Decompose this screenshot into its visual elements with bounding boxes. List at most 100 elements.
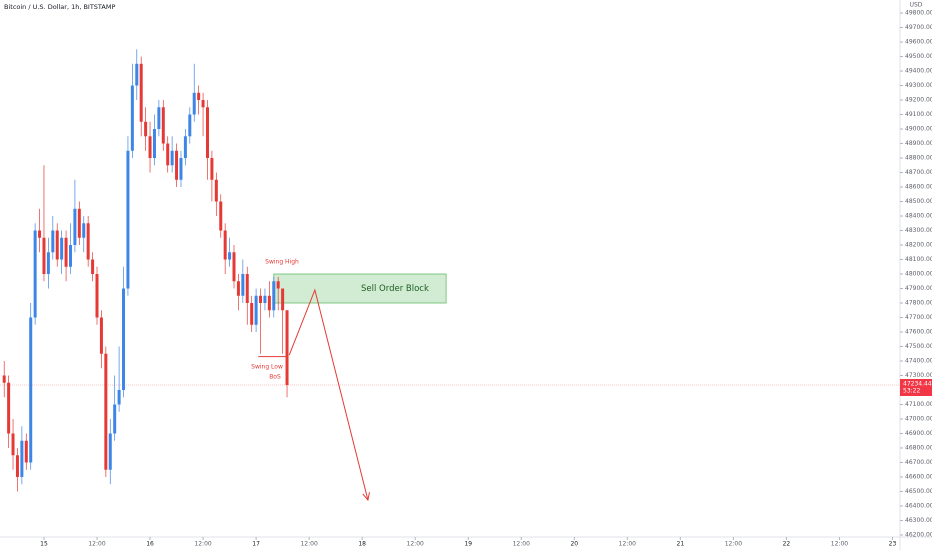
x-tick-label: 12:00 bbox=[619, 541, 636, 548]
order-block bbox=[273, 273, 447, 304]
y-tick-label: 49500.00 bbox=[905, 53, 932, 60]
x-tick-label: 20 bbox=[570, 541, 578, 548]
candle-body bbox=[214, 179, 218, 202]
swing-high-label: Swing High bbox=[265, 259, 299, 266]
y-tick-label: 48700.00 bbox=[905, 169, 932, 176]
candle-body bbox=[144, 121, 148, 137]
x-tick-label: 12:00 bbox=[725, 541, 742, 548]
chart-title: Bitcoin / U.S. Dollar, 1h, BITSTAMP bbox=[4, 3, 115, 11]
y-tick-label: 49000.00 bbox=[905, 126, 932, 133]
candle-body bbox=[170, 150, 174, 166]
candle-body bbox=[82, 223, 86, 238]
y-tick-label: 47500.00 bbox=[905, 343, 932, 350]
y-tick-label: 46800.00 bbox=[905, 444, 932, 451]
x-tick-label: 12:00 bbox=[88, 541, 105, 548]
y-tick-label: 46600.00 bbox=[905, 473, 932, 480]
candle-body bbox=[73, 208, 77, 246]
y-tick-label: 49300.00 bbox=[905, 82, 932, 89]
candle-body bbox=[68, 245, 72, 267]
candle-body bbox=[263, 295, 267, 304]
candle-body bbox=[42, 237, 46, 275]
x-tick-label: 21 bbox=[677, 541, 685, 548]
candle-body bbox=[91, 259, 95, 275]
x-tick-label: 17 bbox=[252, 541, 260, 548]
candle-body bbox=[175, 150, 179, 180]
candle-body bbox=[245, 274, 249, 304]
candle-body bbox=[183, 136, 187, 159]
bos-label: BoS bbox=[269, 374, 281, 381]
last-price-box bbox=[900, 378, 932, 396]
candle-body bbox=[20, 440, 24, 477]
candle-body bbox=[95, 274, 99, 318]
y-tick-label: 46400.00 bbox=[905, 502, 932, 509]
candle-body bbox=[55, 230, 59, 260]
candle-body bbox=[250, 303, 254, 325]
y-tick-label: 48600.00 bbox=[905, 184, 932, 191]
y-tick-label: 48100.00 bbox=[905, 256, 932, 263]
candle-body bbox=[161, 107, 165, 144]
y-tick-label: 47100.00 bbox=[905, 401, 932, 408]
candle-body bbox=[236, 281, 240, 296]
x-tick-label: 12:00 bbox=[300, 541, 317, 548]
candle-body bbox=[166, 143, 170, 166]
y-tick-label: 49700.00 bbox=[905, 24, 932, 31]
swing-low-label: Swing Low bbox=[251, 364, 283, 371]
candle-body bbox=[201, 100, 205, 108]
candle-body bbox=[122, 288, 126, 390]
y-tick-label: 47800.00 bbox=[905, 300, 932, 307]
currency: USD bbox=[910, 2, 923, 9]
candle-body bbox=[192, 92, 196, 115]
candle-body bbox=[46, 252, 50, 275]
candle-body bbox=[29, 317, 33, 463]
y-tick-label: 49100.00 bbox=[905, 111, 932, 118]
x-tick-label: 15 bbox=[40, 541, 48, 548]
candle-body bbox=[24, 440, 28, 463]
candle-body bbox=[126, 150, 130, 289]
candle-body bbox=[135, 63, 139, 86]
candle-body bbox=[139, 63, 143, 122]
y-tick-label: 49200.00 bbox=[905, 97, 932, 104]
y-tick-label: 46700.00 bbox=[905, 459, 932, 466]
y-tick-label: 48200.00 bbox=[905, 242, 932, 249]
x-tick-label: 22 bbox=[783, 541, 791, 548]
y-tick-label: 49600.00 bbox=[905, 39, 932, 46]
x-tick-label: 12:00 bbox=[407, 541, 424, 548]
candle-body bbox=[197, 92, 201, 101]
candle-body bbox=[188, 114, 192, 137]
y-tick-label: 48500.00 bbox=[905, 198, 932, 205]
candle-body bbox=[228, 252, 232, 260]
candle-body bbox=[272, 281, 276, 311]
candle-body bbox=[2, 375, 6, 383]
candle-body bbox=[130, 85, 134, 151]
candle-body bbox=[210, 158, 214, 180]
candle-body bbox=[38, 230, 42, 238]
candle-body bbox=[241, 274, 245, 296]
x-tick-label: 12:00 bbox=[194, 541, 211, 548]
y-tick-label: 46200.00 bbox=[905, 531, 932, 538]
y-tick-label: 47600.00 bbox=[905, 329, 932, 336]
candle-body bbox=[104, 353, 108, 470]
candle-body bbox=[232, 252, 236, 282]
x-tick-label: 12:00 bbox=[831, 541, 848, 548]
y-tick-label: 48300.00 bbox=[905, 227, 932, 234]
y-tick-label: 46500.00 bbox=[905, 488, 932, 495]
candle-body bbox=[7, 382, 11, 434]
candle-body bbox=[281, 288, 285, 311]
countdown: 53:22 bbox=[903, 387, 920, 394]
x-tick-label: 23 bbox=[889, 541, 897, 548]
candle-body bbox=[152, 129, 156, 159]
order-block-label: Sell Order Block bbox=[361, 284, 429, 294]
candle-body bbox=[60, 237, 64, 260]
y-tick-label: 48000.00 bbox=[905, 271, 932, 278]
candle-body bbox=[267, 295, 271, 311]
y-tick-label: 47000.00 bbox=[905, 415, 932, 422]
x-tick-label: 16 bbox=[146, 541, 154, 548]
y-tick-label: 47400.00 bbox=[905, 357, 932, 364]
candle-body bbox=[205, 107, 209, 159]
candle-body bbox=[15, 455, 19, 477]
y-tick-label: 47300.00 bbox=[905, 372, 932, 379]
candle-body bbox=[148, 136, 152, 159]
y-tick-label: 47900.00 bbox=[905, 285, 932, 292]
